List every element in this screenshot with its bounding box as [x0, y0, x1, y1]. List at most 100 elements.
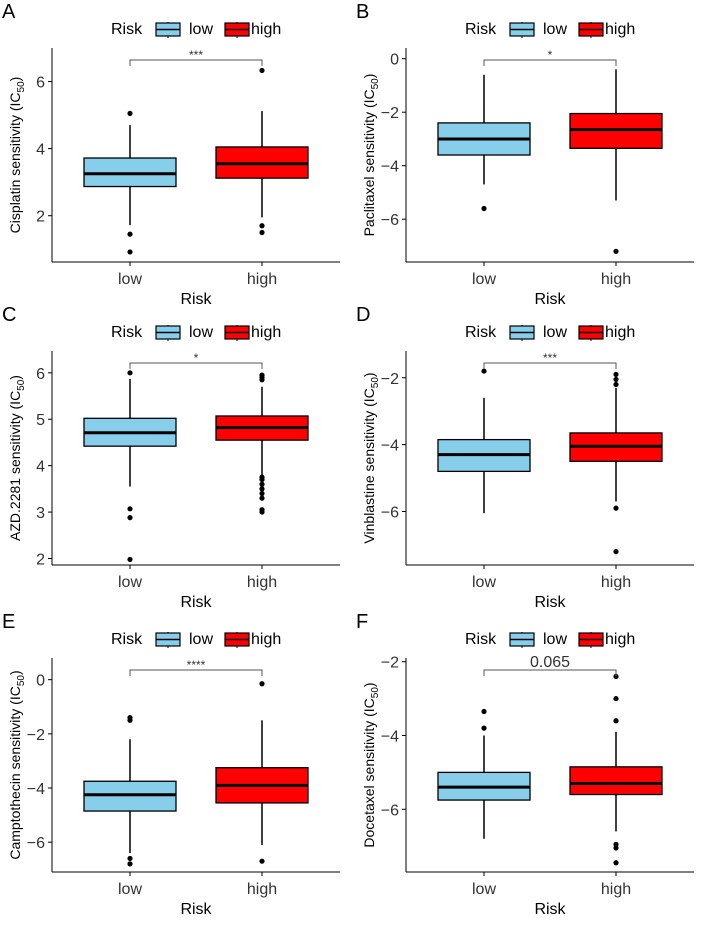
y-axis-label: Docetaxel sensitivity (IC50) [361, 682, 381, 847]
outlier-point [127, 110, 133, 117]
y-tick-label: −4 [381, 159, 399, 176]
y-tick-label: −6 [27, 835, 45, 852]
y-tick-label: 5 [36, 412, 45, 429]
x-tick-label: low [472, 881, 496, 898]
box-high [569, 371, 663, 555]
outlier-point [259, 229, 265, 236]
legend-title: Risk [111, 324, 143, 341]
outlier-point [259, 858, 265, 864]
x-axis-label: Risk [180, 594, 212, 611]
y-tick-label: −2 [381, 655, 399, 672]
outlier-point [127, 717, 133, 723]
panel-letter: C [2, 304, 16, 326]
x-tick-label: high [601, 881, 631, 898]
box-iqr [569, 766, 663, 796]
x-tick-label: high [601, 271, 631, 288]
y-tick-label: −4 [381, 438, 399, 455]
significance-label: *** [543, 351, 557, 365]
outlier-point [613, 371, 619, 378]
legend-label-high: high [251, 21, 281, 38]
x-tick-label: high [247, 574, 277, 591]
panel-A: A Risk low high 2 4 6 low high Risk Cisplatin sens… [2, 1, 340, 308]
significance-bracket [483, 362, 617, 369]
outlier-point [127, 506, 133, 512]
box-high [215, 67, 309, 236]
outlier-point [613, 376, 619, 383]
legend-title: Risk [465, 324, 497, 341]
panel-letter: B [356, 1, 369, 23]
y-axis-label: Paclitaxel sensitivity (IC50) [361, 74, 381, 237]
y-tick-label: 0 [36, 673, 45, 690]
outlier-point [481, 708, 487, 715]
outlier-point [259, 223, 265, 229]
box-low [437, 368, 531, 514]
outlier-point [127, 861, 133, 867]
significance-label: **** [187, 658, 206, 672]
significance-label: * [548, 48, 553, 62]
y-tick-label: 2 [36, 209, 45, 226]
x-tick-label: high [247, 271, 277, 288]
y-axis-label: AZD.2281 sensitivity (IC50) [7, 375, 27, 541]
outlier-point [259, 481, 265, 487]
panel-letter: E [2, 611, 15, 633]
legend-label-high: high [605, 21, 635, 38]
outlier-point [481, 725, 487, 731]
outlier-point [259, 495, 265, 501]
legend: Risk low high [111, 21, 281, 38]
legend-label-low: low [543, 324, 567, 341]
panel-E: E Risk low high −6 −4 −2 0 low high Risk Camptothec… [2, 611, 340, 918]
significance-label: *** [189, 48, 203, 62]
significance-bracket [129, 362, 263, 369]
panel-letter: A [2, 1, 16, 23]
legend-label-low: low [189, 21, 213, 38]
y-tick-label: −6 [381, 505, 399, 522]
y-tick-label: −2 [381, 105, 399, 122]
y-tick-label: 4 [36, 142, 45, 159]
x-axis-label: Risk [534, 291, 566, 308]
legend-title: Risk [111, 631, 143, 648]
outlier-point [127, 515, 133, 521]
outlier-point [127, 855, 133, 862]
box-high [215, 372, 309, 515]
outlier-point [259, 67, 265, 74]
box-low [83, 714, 177, 867]
x-tick-label: high [247, 881, 277, 898]
legend: Risk low high [465, 21, 635, 38]
legend-label-high: high [605, 324, 635, 341]
box-low [437, 708, 531, 839]
box-high [569, 673, 663, 866]
box-low [437, 74, 531, 212]
box-high [569, 69, 663, 254]
panel-B: B Risk low high −6 −4 −2 0 low high Risk Paclitaxel… [356, 1, 694, 308]
outlier-point [613, 673, 619, 680]
significance-bracket [483, 59, 617, 66]
legend-title: Risk [111, 21, 143, 38]
outlier-point [127, 231, 133, 237]
outlier-point [259, 377, 265, 383]
outlier-point [259, 486, 265, 492]
panel-letter: D [356, 304, 370, 326]
x-axis-label: Risk [180, 901, 212, 918]
x-tick-label: low [118, 574, 142, 591]
legend-label-low: low [189, 631, 213, 648]
legend: Risk low high [111, 631, 281, 648]
significance-bracket [129, 669, 263, 676]
x-axis-label: Risk [180, 291, 212, 308]
outlier-point [127, 556, 133, 563]
outlier-point [613, 841, 619, 847]
x-axis-label: Risk [534, 594, 566, 611]
outlier-point [481, 368, 487, 374]
legend-label-low: low [189, 324, 213, 341]
y-tick-label: 0 [390, 52, 399, 69]
y-tick-label: −6 [381, 802, 399, 819]
panel-letter: F [356, 611, 368, 633]
x-axis-label: Risk [534, 901, 566, 918]
outlier-point [613, 845, 619, 851]
legend-label-high: high [251, 631, 281, 648]
y-axis-label: Camptothecin sensitivity (IC50) [7, 670, 27, 859]
y-tick-label: 2 [36, 552, 45, 569]
y-tick-label: 6 [36, 366, 45, 383]
outlier-point [127, 249, 133, 255]
outlier-point [481, 205, 487, 212]
